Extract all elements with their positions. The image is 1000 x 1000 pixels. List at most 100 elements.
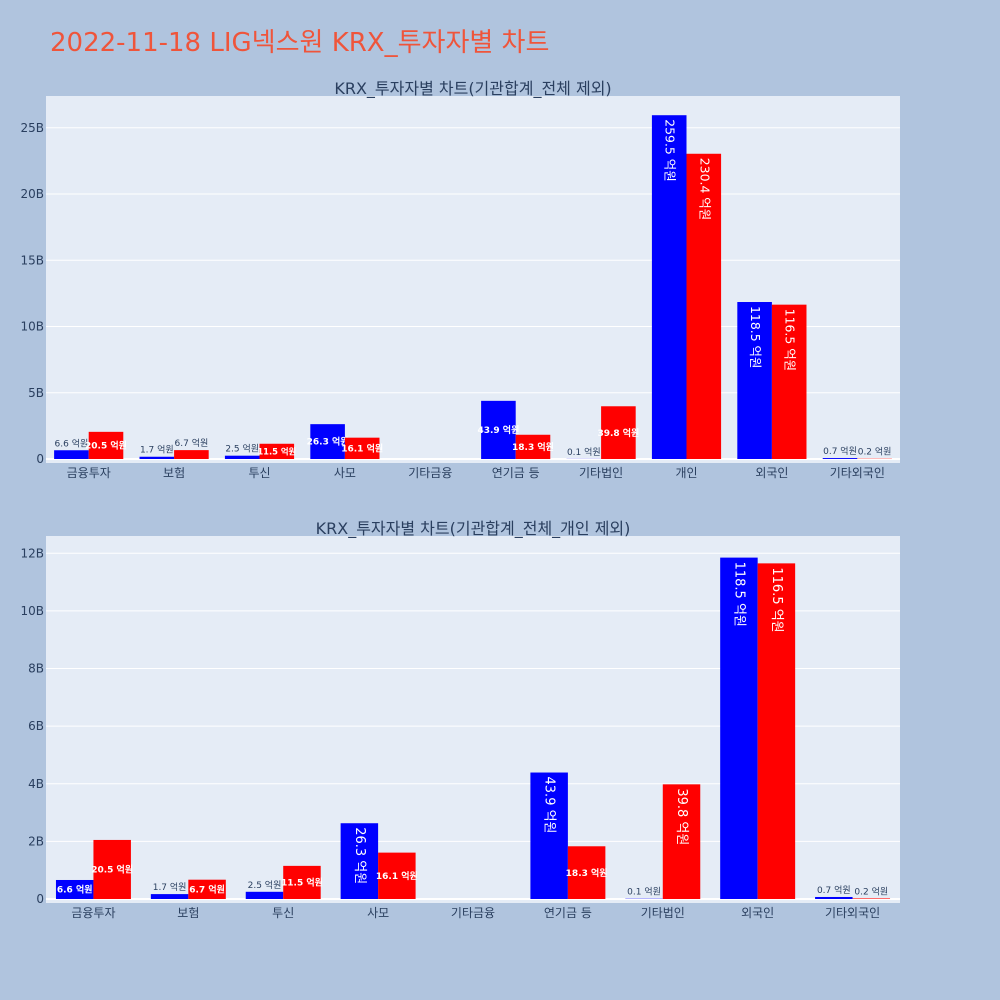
x-tick-label: 보험 — [163, 466, 185, 480]
data-label: 6.7 억원 — [189, 883, 225, 895]
x-tick-label: 금융투자 — [67, 466, 111, 480]
page-title: 2022-11-18 LIG넥스원 KRX_투자자별 차트 — [50, 28, 550, 58]
x-tick-label: 기타외국인 — [830, 466, 885, 480]
bar — [93, 839, 131, 899]
chart-title: KRX_투자자별 차트(기관합계_전체 제외) — [334, 79, 611, 99]
bar — [174, 450, 209, 459]
data-label: 116.5 억원 — [769, 567, 784, 632]
x-tick-label: 기타금융 — [451, 906, 495, 920]
data-label: 18.3 억원 — [512, 441, 554, 453]
bar — [686, 153, 722, 460]
data-label: 0.2 억원 — [858, 446, 892, 458]
y-tick-label: 8B — [28, 662, 44, 676]
y-tick-label: 0 — [36, 452, 44, 466]
y-tick-label: 15B — [20, 253, 44, 267]
data-label: 118.5 억원 — [731, 562, 746, 627]
data-label: 26.3 억원 — [307, 436, 349, 448]
x-tick-label: 투신 — [248, 466, 270, 480]
y-tick-label: 20B — [20, 187, 44, 201]
bar — [139, 456, 175, 459]
bar — [344, 437, 380, 459]
data-label: 6.6 억원 — [55, 437, 89, 449]
data-label: 6.7 억원 — [175, 437, 209, 449]
data-label: 0.1 억원 — [567, 446, 601, 458]
bar — [757, 563, 796, 899]
x-tick-label: 금융투자 — [71, 906, 115, 920]
x-tick-label: 기타법인 — [641, 906, 685, 920]
data-label: 16.1 억원 — [341, 442, 383, 454]
bar — [188, 879, 226, 899]
y-tick-label: 0 — [36, 892, 44, 906]
x-tick-label: 사모 — [367, 906, 389, 920]
data-label: 18.3 억원 — [566, 867, 608, 879]
data-label: 0.2 억원 — [854, 885, 888, 897]
x-tick-label: 외국인 — [741, 906, 774, 920]
data-label: 39.8 억원 — [674, 788, 689, 845]
bar — [737, 302, 772, 459]
data-label: 118.5 억원 — [748, 306, 763, 368]
x-tick-label: 투신 — [272, 906, 294, 920]
bar — [245, 891, 284, 899]
bar — [88, 431, 124, 459]
bar — [530, 772, 568, 899]
bar — [651, 115, 687, 460]
data-label: 16.1 억원 — [376, 870, 418, 882]
x-tick-label: 기타외국인 — [825, 906, 880, 920]
data-label: 11.5 억원 — [257, 446, 296, 456]
bar — [515, 434, 551, 459]
data-label: 1.7 억원 — [153, 881, 187, 893]
x-tick-label: 보험 — [177, 906, 199, 920]
bar — [852, 898, 891, 899]
bar — [567, 846, 606, 899]
bar — [771, 304, 807, 459]
data-label: 26.3 억원 — [352, 827, 367, 884]
data-label: 20.5 억원 — [85, 440, 127, 452]
bar — [815, 896, 853, 899]
data-label: 0.7 억원 — [817, 884, 851, 896]
bar — [601, 406, 636, 459]
bar — [822, 458, 858, 459]
x-tick-label: 기타법인 — [579, 466, 623, 480]
bar — [720, 557, 758, 899]
bar — [224, 455, 260, 459]
data-label: 2.5 억원 — [225, 443, 259, 455]
x-tick-label: 외국인 — [755, 466, 788, 480]
data-label: 0.7 억원 — [823, 445, 857, 457]
chart-title: KRX_투자자별 차트(기관합계_전체_개인 제외) — [316, 519, 631, 539]
x-tick-label: 사모 — [334, 466, 356, 480]
bar — [481, 400, 516, 459]
bar — [54, 450, 89, 459]
bar — [310, 424, 345, 459]
bar — [378, 852, 416, 899]
data-label: 0.1 억원 — [627, 886, 661, 898]
bar — [283, 865, 321, 899]
bar — [55, 879, 94, 899]
data-label: 43.9 억원 — [477, 424, 519, 436]
bar — [340, 823, 379, 899]
data-label: 259.5 억원 — [663, 119, 678, 181]
bar — [259, 443, 295, 459]
data-label: 230.4 억원 — [697, 158, 712, 220]
data-label: 20.5 억원 — [91, 864, 133, 876]
y-tick-label: 10B — [20, 604, 44, 618]
y-tick-label: 2B — [28, 834, 44, 848]
x-tick-label: 연기금 등 — [544, 906, 592, 920]
y-tick-label: 6B — [28, 719, 44, 733]
y-tick-label: 25B — [20, 121, 44, 135]
bar — [662, 784, 701, 899]
x-tick-label: 개인 — [675, 466, 697, 480]
data-label: 116.5 억원 — [783, 309, 798, 371]
data-label: 6.6 억원 — [57, 884, 93, 896]
data-label: 11.5 억원 — [281, 877, 323, 889]
y-tick-label: 12B — [20, 546, 44, 560]
bar — [150, 894, 189, 899]
y-tick-label: 10B — [20, 320, 44, 334]
y-tick-label: 5B — [28, 386, 44, 400]
data-label: 43.9 억원 — [542, 777, 557, 834]
x-tick-label: 연기금 등 — [492, 466, 540, 480]
data-label: 2.5 억원 — [248, 879, 282, 891]
data-label: 1.7 억원 — [140, 444, 174, 456]
data-label: 39.8 억원 — [597, 427, 639, 439]
x-tick-label: 기타금융 — [408, 466, 452, 480]
